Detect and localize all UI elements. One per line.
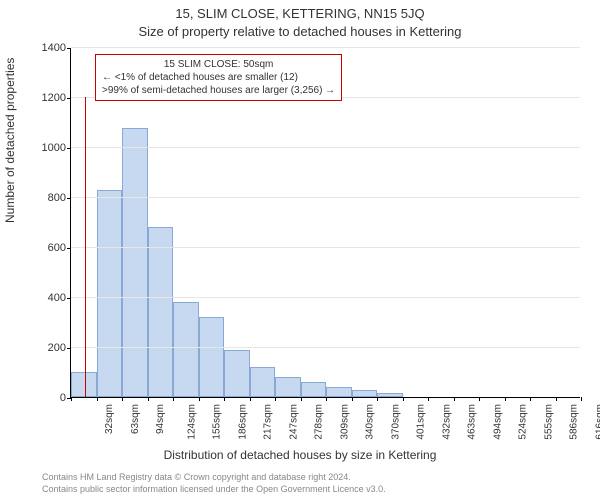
xtick-mark: [454, 397, 455, 401]
chart-title-line2: Size of property relative to detached ho…: [0, 24, 600, 39]
x-axis-label: Distribution of detached houses by size …: [0, 448, 600, 462]
histogram-bar: [275, 377, 301, 397]
histogram-bar: [122, 128, 148, 397]
xtick-label: 340sqm: [365, 404, 376, 440]
chart-title-line1: 15, SLIM CLOSE, KETTERING, NN15 5JQ: [0, 6, 600, 21]
footer-line1: Contains HM Land Registry data © Crown c…: [42, 472, 351, 482]
xtick-label: 370sqm: [390, 404, 401, 440]
xtick-mark: [122, 397, 123, 401]
xtick-label: 32sqm: [104, 404, 115, 434]
xtick-mark: [173, 397, 174, 401]
xtick-label: 432sqm: [441, 404, 452, 440]
footer-line2: Contains public sector information licen…: [42, 484, 386, 494]
xtick-mark: [479, 397, 480, 401]
histogram-bar: [71, 372, 97, 397]
callout-line3: >99% of semi-detached houses are larger …: [102, 84, 335, 97]
xtick-mark: [326, 397, 327, 401]
xtick-label: 555sqm: [543, 404, 554, 440]
gridline: [71, 147, 580, 148]
histogram-bar: [250, 367, 276, 397]
ytick-label: 0: [6, 392, 66, 404]
ytick-label: 400: [6, 292, 66, 304]
xtick-mark: [581, 397, 582, 401]
xtick-mark: [556, 397, 557, 401]
xtick-label: 217sqm: [263, 404, 274, 440]
histogram-bar: [148, 227, 174, 397]
ytick-label: 1400: [6, 42, 66, 54]
ytick-mark: [67, 248, 71, 249]
plot-area: 15 SLIM CLOSE: 50sqm ← <1% of detached h…: [70, 48, 580, 398]
histogram-bar: [301, 382, 327, 397]
histogram-bar: [173, 302, 199, 397]
xtick-mark: [530, 397, 531, 401]
xtick-mark: [403, 397, 404, 401]
xtick-mark: [71, 397, 72, 401]
ytick-mark: [67, 198, 71, 199]
xtick-mark: [275, 397, 276, 401]
xtick-mark: [428, 397, 429, 401]
xtick-label: 247sqm: [288, 404, 299, 440]
gridline: [71, 197, 580, 198]
histogram-bar: [97, 190, 123, 398]
xtick-mark: [250, 397, 251, 401]
xtick-label: 586sqm: [569, 404, 580, 440]
xtick-mark: [148, 397, 149, 401]
ytick-mark: [67, 298, 71, 299]
ytick-label: 200: [6, 342, 66, 354]
xtick-label: 155sqm: [212, 404, 223, 440]
ytick-mark: [67, 348, 71, 349]
ytick-mark: [67, 148, 71, 149]
marker-line: [85, 97, 86, 397]
ytick-label: 800: [6, 192, 66, 204]
xtick-label: 124sqm: [186, 404, 197, 440]
xtick-label: 463sqm: [467, 404, 478, 440]
chart-container: 15, SLIM CLOSE, KETTERING, NN15 5JQ Size…: [0, 0, 600, 500]
callout-line1: 15 SLIM CLOSE: 50sqm: [102, 58, 335, 71]
gridline: [71, 47, 580, 48]
xtick-label: 494sqm: [492, 404, 503, 440]
callout-box: 15 SLIM CLOSE: 50sqm ← <1% of detached h…: [95, 54, 342, 101]
xtick-label: 63sqm: [130, 404, 141, 434]
ytick-label: 600: [6, 242, 66, 254]
histogram-bar: [377, 393, 403, 398]
xtick-mark: [505, 397, 506, 401]
histogram-bar: [352, 390, 378, 398]
gridline: [71, 297, 580, 298]
xtick-label: 278sqm: [314, 404, 325, 440]
histogram-bar: [224, 350, 250, 398]
ytick-label: 1000: [6, 142, 66, 154]
histogram-bar: [199, 317, 225, 397]
histogram-bar: [326, 387, 352, 397]
xtick-label: 616sqm: [594, 404, 600, 440]
xtick-label: 94sqm: [155, 404, 166, 434]
xtick-mark: [301, 397, 302, 401]
xtick-mark: [377, 397, 378, 401]
gridline: [71, 347, 580, 348]
ytick-mark: [67, 98, 71, 99]
xtick-mark: [199, 397, 200, 401]
xtick-mark: [352, 397, 353, 401]
xtick-label: 309sqm: [339, 404, 350, 440]
xtick-mark: [97, 397, 98, 401]
xtick-mark: [224, 397, 225, 401]
callout-line2: ← <1% of detached houses are smaller (12…: [102, 71, 335, 84]
xtick-label: 524sqm: [518, 404, 529, 440]
xtick-label: 186sqm: [237, 404, 248, 440]
ytick-label: 1200: [6, 92, 66, 104]
xtick-label: 401sqm: [416, 404, 427, 440]
ytick-mark: [67, 48, 71, 49]
gridline: [71, 247, 580, 248]
